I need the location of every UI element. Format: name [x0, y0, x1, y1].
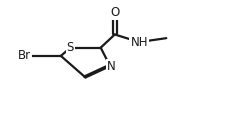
- Text: NH: NH: [130, 36, 148, 49]
- Text: O: O: [110, 6, 119, 19]
- Text: N: N: [107, 60, 116, 73]
- Text: Br: Br: [18, 49, 31, 62]
- Text: S: S: [67, 41, 74, 54]
